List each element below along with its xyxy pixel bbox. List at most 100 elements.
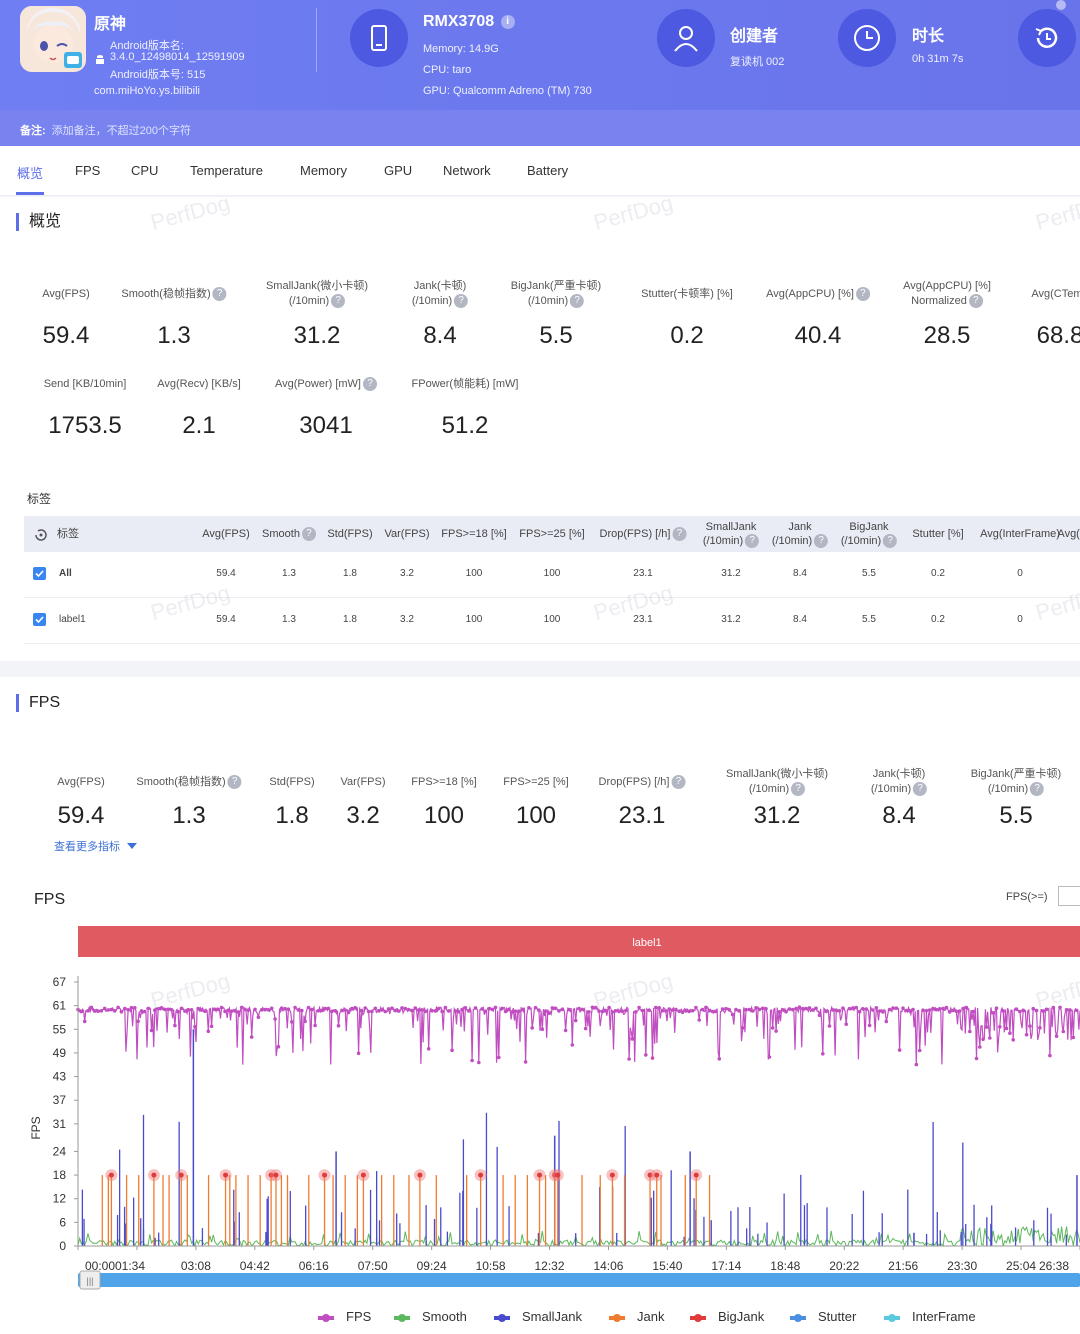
table-header-cell[interactable]: FPS>=25 [%] [519, 527, 584, 541]
overview-metric-label-unit: (/10min) [288, 295, 330, 307]
remark-bar[interactable]: 备注: 添加备注，不超过200个字符 [0, 110, 1080, 146]
table-cell: 1.3 [282, 614, 296, 625]
table-header-cell[interactable]: Avg(InterFrame) [980, 527, 1060, 541]
fps-point [861, 1007, 865, 1011]
fps-point [346, 1010, 351, 1015]
table-header-cell[interactable]: SmallJank (/10min)? [703, 520, 760, 549]
table-header-cell[interactable]: Std(FPS) [327, 527, 372, 541]
fps-point [757, 1007, 762, 1012]
legend-item[interactable]: BigJank [690, 1309, 764, 1324]
fps-point [824, 1009, 828, 1014]
remark-input[interactable]: 添加备注，不超过200个字符 [51, 125, 192, 137]
row-checkbox[interactable] [33, 567, 46, 580]
tab-fps[interactable]: FPS [75, 163, 101, 178]
help-icon[interactable]: ? [814, 534, 829, 549]
help-icon[interactable]: ? [331, 294, 346, 309]
fps-point [196, 1006, 200, 1011]
table-row[interactable]: All 59.4 1.3 1.8 3.2 100 100 23.1 31.2 8.4 5.5 0.2 0 [24, 552, 1080, 598]
fps-point [533, 1005, 538, 1010]
header-divider [316, 8, 317, 72]
row-checkbox[interactable] [33, 613, 46, 626]
y-tick-label: 43 [53, 1070, 67, 1084]
help-icon[interactable]: ? [913, 782, 928, 797]
overview-metric-label-text: Stutter(卡顿率) [%] [641, 288, 733, 300]
duration-label: 时长 [912, 28, 945, 45]
help-icon[interactable]: ? [227, 775, 242, 790]
fps-point [570, 1043, 575, 1047]
scrollbar-handle[interactable] [79, 1270, 101, 1290]
fps-point [276, 1044, 281, 1049]
help-icon[interactable]: ? [968, 294, 983, 309]
table-header-cell[interactable]: FPS>=18 [%] [441, 527, 506, 541]
refresh-icon[interactable] [34, 528, 47, 546]
legend-item[interactable]: Smooth [394, 1309, 467, 1324]
table-header-cell[interactable]: Avg(FPS) [202, 527, 249, 541]
table-header-cell[interactable]: BigJank (/10min)? [840, 520, 898, 549]
fps-point [941, 1006, 945, 1011]
overview-metric-value: 1753.5 [48, 412, 122, 439]
fps-metric-value: 59.4 [57, 802, 105, 829]
help-icon[interactable]: ? [362, 377, 377, 392]
table-header-unit: (/10min) [840, 535, 882, 547]
fps-point [747, 1007, 752, 1012]
fps-point [340, 1008, 344, 1013]
help-icon[interactable]: ? [1030, 782, 1045, 797]
overview-metric-value: 31.2 [293, 322, 341, 349]
history-icon[interactable] [1018, 9, 1076, 67]
fps-point [927, 1008, 932, 1012]
help-icon[interactable]: ? [745, 534, 760, 549]
fps-point [92, 1009, 97, 1013]
tab-battery[interactable]: Battery [527, 163, 569, 178]
fps-metric-label-text: Std(FPS) [269, 776, 315, 788]
table-header-cell[interactable]: Stutter [%] [912, 527, 963, 541]
help-icon[interactable]: ? [212, 287, 227, 302]
fps-point [1061, 1029, 1066, 1034]
help-icon[interactable]: ? [671, 775, 686, 790]
help-icon[interactable]: ? [855, 287, 870, 302]
help-icon[interactable]: ? [791, 782, 806, 797]
tab-cpu[interactable]: CPU [131, 163, 159, 178]
fps-metric-value: 1.3 [172, 802, 206, 829]
table-header-cell[interactable]: Var(FPS) [384, 527, 429, 541]
tab-network[interactable]: Network [443, 163, 491, 178]
fps-point [540, 1027, 545, 1031]
overview-metric-label-text: SmallJank(微小卡顿) [265, 280, 369, 292]
overview-metric-label: BigJank(严重卡顿) (/10min)? [511, 279, 601, 309]
help-icon[interactable]: ? [570, 294, 585, 309]
fps-point [330, 1009, 334, 1014]
legend-item[interactable]: FPS [318, 1309, 371, 1324]
fps-point [874, 1006, 879, 1010]
help-icon[interactable]: ? [454, 294, 469, 309]
help-icon[interactable]: ? [672, 527, 687, 542]
device-info-icon[interactable]: i [500, 14, 515, 29]
fps-point [1038, 1026, 1042, 1030]
label-bar[interactable] [78, 926, 1080, 957]
table-row[interactable]: label1 59.4 1.3 1.8 3.2 100 100 23.1 31.2 8.4 5.5 0… [24, 598, 1080, 644]
tab-temperature[interactable]: Temperature [190, 163, 263, 178]
smooth-series-line [77, 1226, 1080, 1248]
help-icon[interactable]: ? [883, 534, 898, 549]
legend-item[interactable]: SmallJank [494, 1309, 582, 1324]
fps-point [1048, 1053, 1052, 1058]
fps-point [106, 1008, 110, 1012]
table-header-cell[interactable]: Drop(FPS) [/h]? [600, 527, 687, 542]
fps-filter-input[interactable] [1058, 886, 1080, 906]
table-header-cell[interactable]: Jank (/10min)? [772, 520, 829, 549]
legend-item[interactable]: InterFrame [884, 1309, 976, 1324]
table-header-cell[interactable]: 标签 [57, 527, 79, 541]
more-metrics-link[interactable]: 查看更多指标 [54, 838, 138, 854]
table-header-cell[interactable]: Smooth? [262, 527, 316, 542]
table-header-cell[interactable]: Avg(F [1057, 527, 1080, 541]
tab-overview[interactable]: 概览 [17, 166, 44, 181]
legend-item[interactable]: Stutter [790, 1309, 856, 1324]
help-icon[interactable]: ? [301, 527, 316, 542]
table-header-text: Smooth [262, 528, 300, 540]
tab-memory[interactable]: Memory [300, 163, 347, 178]
timeline-scrollbar[interactable] [78, 1273, 1080, 1287]
legend-item[interactable]: Jank [609, 1309, 664, 1324]
tab-gpu[interactable]: GPU [384, 163, 413, 178]
legend-swatch [884, 1313, 900, 1322]
label-table-header: 标签 Avg(FPS) Smooth? Std(FPS) Var(FPS) FPS>=18… [24, 516, 1080, 552]
fps-point [821, 1052, 825, 1056]
fps-filter-label: FPS(>=) [1006, 891, 1048, 903]
